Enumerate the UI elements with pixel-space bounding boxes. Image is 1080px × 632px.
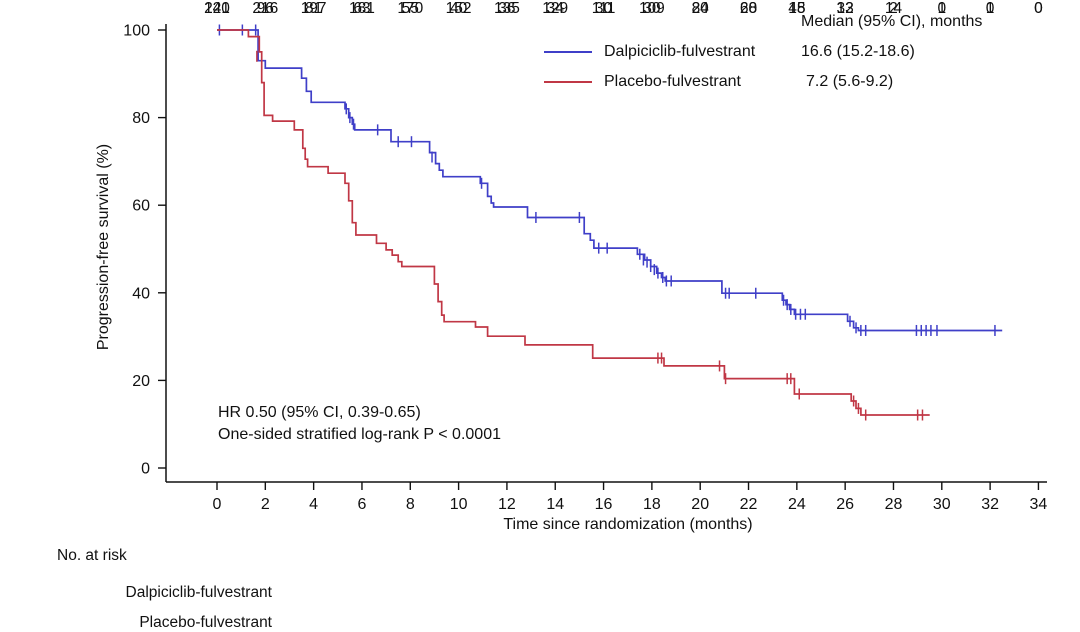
x-tick-label: 12 (498, 496, 516, 513)
risk-count: 34 (546, 0, 564, 17)
x-tick-label: 0 (213, 496, 222, 513)
y-tick-label: 60 (132, 198, 150, 215)
risk-count: 120 (204, 0, 230, 17)
risk-count: 12 (836, 0, 854, 17)
risk-count: 14 (884, 0, 903, 17)
y-tick-label: 80 (132, 110, 150, 127)
x-tick-label: 30 (933, 496, 951, 513)
legend-median-placebo: 7.2 (5.6-9.2) (806, 73, 894, 90)
risk-count: 36 (498, 0, 516, 17)
risk-count: 30 (643, 0, 661, 17)
risk-count: 0 (1034, 0, 1043, 17)
risk-count: 111 (591, 0, 616, 17)
risk-count: 63 (353, 0, 371, 17)
risk-count: 18 (788, 0, 806, 17)
x-tick-label: 24 (788, 496, 806, 513)
x-tick-label: 16 (595, 496, 613, 513)
risk-count: 197 (300, 0, 327, 17)
risk-count: 33 (836, 0, 854, 17)
risk-count: 40 (449, 0, 468, 17)
hr-annotation-line2: One-sided stratified log-rank P < 0.0001 (218, 426, 501, 443)
hr-annotation: HR 0.50 (95% CI, 0.39-0.65) One-sided st… (218, 402, 501, 446)
x-tick-label: 22 (740, 496, 758, 513)
y-tick-label: 40 (132, 285, 150, 302)
risk-count: 109 (638, 0, 665, 17)
legend-median-header: Median (95% CI), months (801, 13, 983, 30)
risk-row-label-placebo: Placebo-fulvestrant (139, 614, 272, 631)
risk-count: 68 (739, 0, 758, 17)
censor-marks-placebo-fulvestrant (256, 50, 924, 421)
risk-count: 152 (445, 0, 472, 17)
x-tick-label: 26 (836, 496, 854, 513)
risk-count: 2 (889, 0, 898, 17)
risk-count: 45 (788, 0, 806, 17)
x-tick-label: 20 (691, 496, 709, 513)
x-tick-label: 32 (981, 496, 999, 513)
x-tick-label: 8 (406, 496, 415, 513)
risk-count: 0 (937, 0, 947, 17)
risk-count: 170 (397, 0, 424, 17)
x-axis-ticks: 0 2 4 6 8 10 12 14 16 18 20 22 24 26 28 30 32 34 (213, 482, 1048, 513)
survival-curve-dalpiciclib-fulvestrant (217, 24, 1003, 336)
x-tick-label: 18 (643, 496, 661, 513)
legend-line-dalpiciclib (544, 51, 592, 53)
risk-count: 81 (305, 0, 323, 17)
hr-annotation-line1: HR 0.50 (95% CI, 0.39-0.65) (218, 404, 421, 421)
risk-count: 216 (252, 0, 279, 17)
censor-marks-dalpiciclib-fulvestrant (218, 24, 996, 336)
y-tick-label: 0 (141, 461, 150, 478)
risk-count: 181 (349, 0, 375, 17)
y-tick-label: 20 (132, 373, 150, 390)
legend-label-placebo: Placebo-fulvestrant (604, 73, 741, 90)
legend-line-placebo (544, 81, 592, 83)
x-axis-title: Time since randomization (months) (503, 516, 753, 533)
x-tick-label: 4 (309, 496, 318, 513)
risk-count: 129 (542, 0, 569, 17)
risk-count: 241 (204, 0, 230, 17)
x-tick-label: 2 (261, 496, 270, 513)
legend-label-dalpiciclib: Dalpiciclib-fulvestrant (604, 43, 756, 60)
x-tick-label: 14 (546, 496, 564, 513)
risk-table-title: No. at risk (57, 547, 127, 564)
risk-count: 24 (691, 0, 709, 17)
risk-count: 80 (691, 0, 709, 17)
survival-curve-placebo-fulvestrant (217, 29, 930, 421)
x-tick-label: 28 (885, 496, 903, 513)
x-tick-label: 6 (358, 496, 367, 513)
risk-count: 0 (1034, 0, 1043, 17)
y-axis-title: Progression-free survival (%) (95, 143, 112, 351)
risk-row-label-dalpiciclib: Dalpiciclib-fulvestrant (125, 584, 272, 601)
risk-count: 30 (594, 0, 613, 17)
risk-count: 55 (401, 0, 419, 17)
km-step-line-placebo-fulvestrant (217, 29, 930, 416)
risk-count: 20 (739, 0, 758, 17)
y-axis-ticks: 0 20 40 60 80 100 (123, 23, 166, 478)
risk-count: 1 (937, 0, 947, 17)
legend-median-dalpiciclib: 16.6 (15.2-18.6) (801, 43, 915, 60)
x-tick-label: 10 (450, 496, 468, 513)
risk-count: 0 (985, 0, 995, 17)
risk-count: 1 (985, 0, 995, 17)
y-tick-label: 100 (123, 23, 150, 40)
risk-count: 135 (493, 0, 520, 17)
x-tick-label: 34 (1030, 496, 1048, 513)
risk-count: 96 (256, 0, 274, 17)
